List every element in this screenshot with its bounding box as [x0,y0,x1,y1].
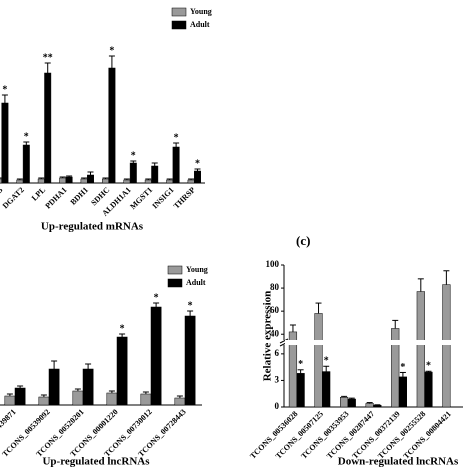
annotation: * [426,361,431,372]
bar [72,390,84,406]
bar [296,373,305,408]
annotation: * [298,359,303,370]
bar [365,403,374,408]
bar [0,178,2,184]
bar [87,174,94,184]
y-tick-label: 60 [270,305,280,315]
y-tick-label: 80 [270,282,280,292]
bar [16,179,24,184]
bar [37,178,45,184]
bar [416,291,425,408]
legend-swatch [171,20,187,30]
bar [194,170,201,184]
bar [123,179,131,184]
annotation: * [324,356,329,367]
annotation: * [109,45,114,56]
legend-label: Adult [186,278,206,287]
x-tick-label: THRSP [172,185,197,210]
legend-label: Young [190,7,212,16]
x-tick-label: BDH1 [69,185,90,206]
bar [116,336,128,406]
x-tick-label: INSIG1 [150,185,175,210]
x-axis-label: Down-regulated lncRNAs [338,456,459,468]
annotation: * [188,300,193,311]
bar [322,371,331,408]
bar [106,392,118,406]
bar [38,396,50,406]
bar [174,397,186,406]
y-tick-label: 100 [266,259,280,269]
legend-label: Adult [190,20,210,29]
annotation: * [400,362,405,373]
annotation: * [24,131,29,142]
annotation: ** [43,52,53,63]
x-axis-label: Up-regulated mRNAs [41,221,144,233]
legend-swatch [167,278,183,288]
bar [187,179,195,184]
bar [108,67,116,184]
bar [150,306,162,406]
x-axis-label: Up-regulated lncRNAs [42,456,150,468]
legend-swatch [171,7,187,17]
break-gap [285,340,464,345]
bar [172,146,180,184]
bar [1,102,9,184]
bar [80,178,88,184]
bar [442,284,451,408]
bar [82,368,94,406]
annotation: * [154,292,159,303]
bar [166,179,174,184]
legend-swatch [167,265,183,275]
x-tick-label: LPL [30,185,47,202]
y-tick-label: 0 [275,401,280,411]
bar [102,178,109,184]
bar [22,144,30,184]
bar [140,393,152,406]
panel-label: (c) [296,233,310,248]
annotation: * [195,158,200,169]
legend-label: Young [186,265,208,274]
bar [424,371,433,408]
bar [314,313,323,408]
bar [340,397,349,408]
y-axis-label: Relative expression [262,291,274,382]
annotation: * [2,84,7,95]
annotation: * [174,132,179,143]
x-tick-label: MGST1 [128,185,154,211]
bar [59,177,67,184]
bar [4,395,16,406]
x-tick-label: PDHA1 [43,185,68,210]
y-tick-label: 6 [275,348,280,358]
bar [14,387,26,406]
bar [44,72,52,184]
bar [398,376,407,408]
bar [373,404,382,408]
y-tick-label: 3 [275,374,280,384]
x-tick-label: TCONS_00804421 [402,409,453,460]
bar [184,315,196,406]
annotation: * [131,150,136,161]
annotation: * [120,323,125,334]
x-tick-label: DGAT2 [1,185,26,210]
bar [48,368,60,406]
bar [65,176,73,184]
bar [144,179,152,184]
bar [151,165,159,184]
bar [347,398,356,408]
y-tick-label: 40 [270,328,280,338]
bar [129,162,137,184]
axis-break [279,338,289,344]
